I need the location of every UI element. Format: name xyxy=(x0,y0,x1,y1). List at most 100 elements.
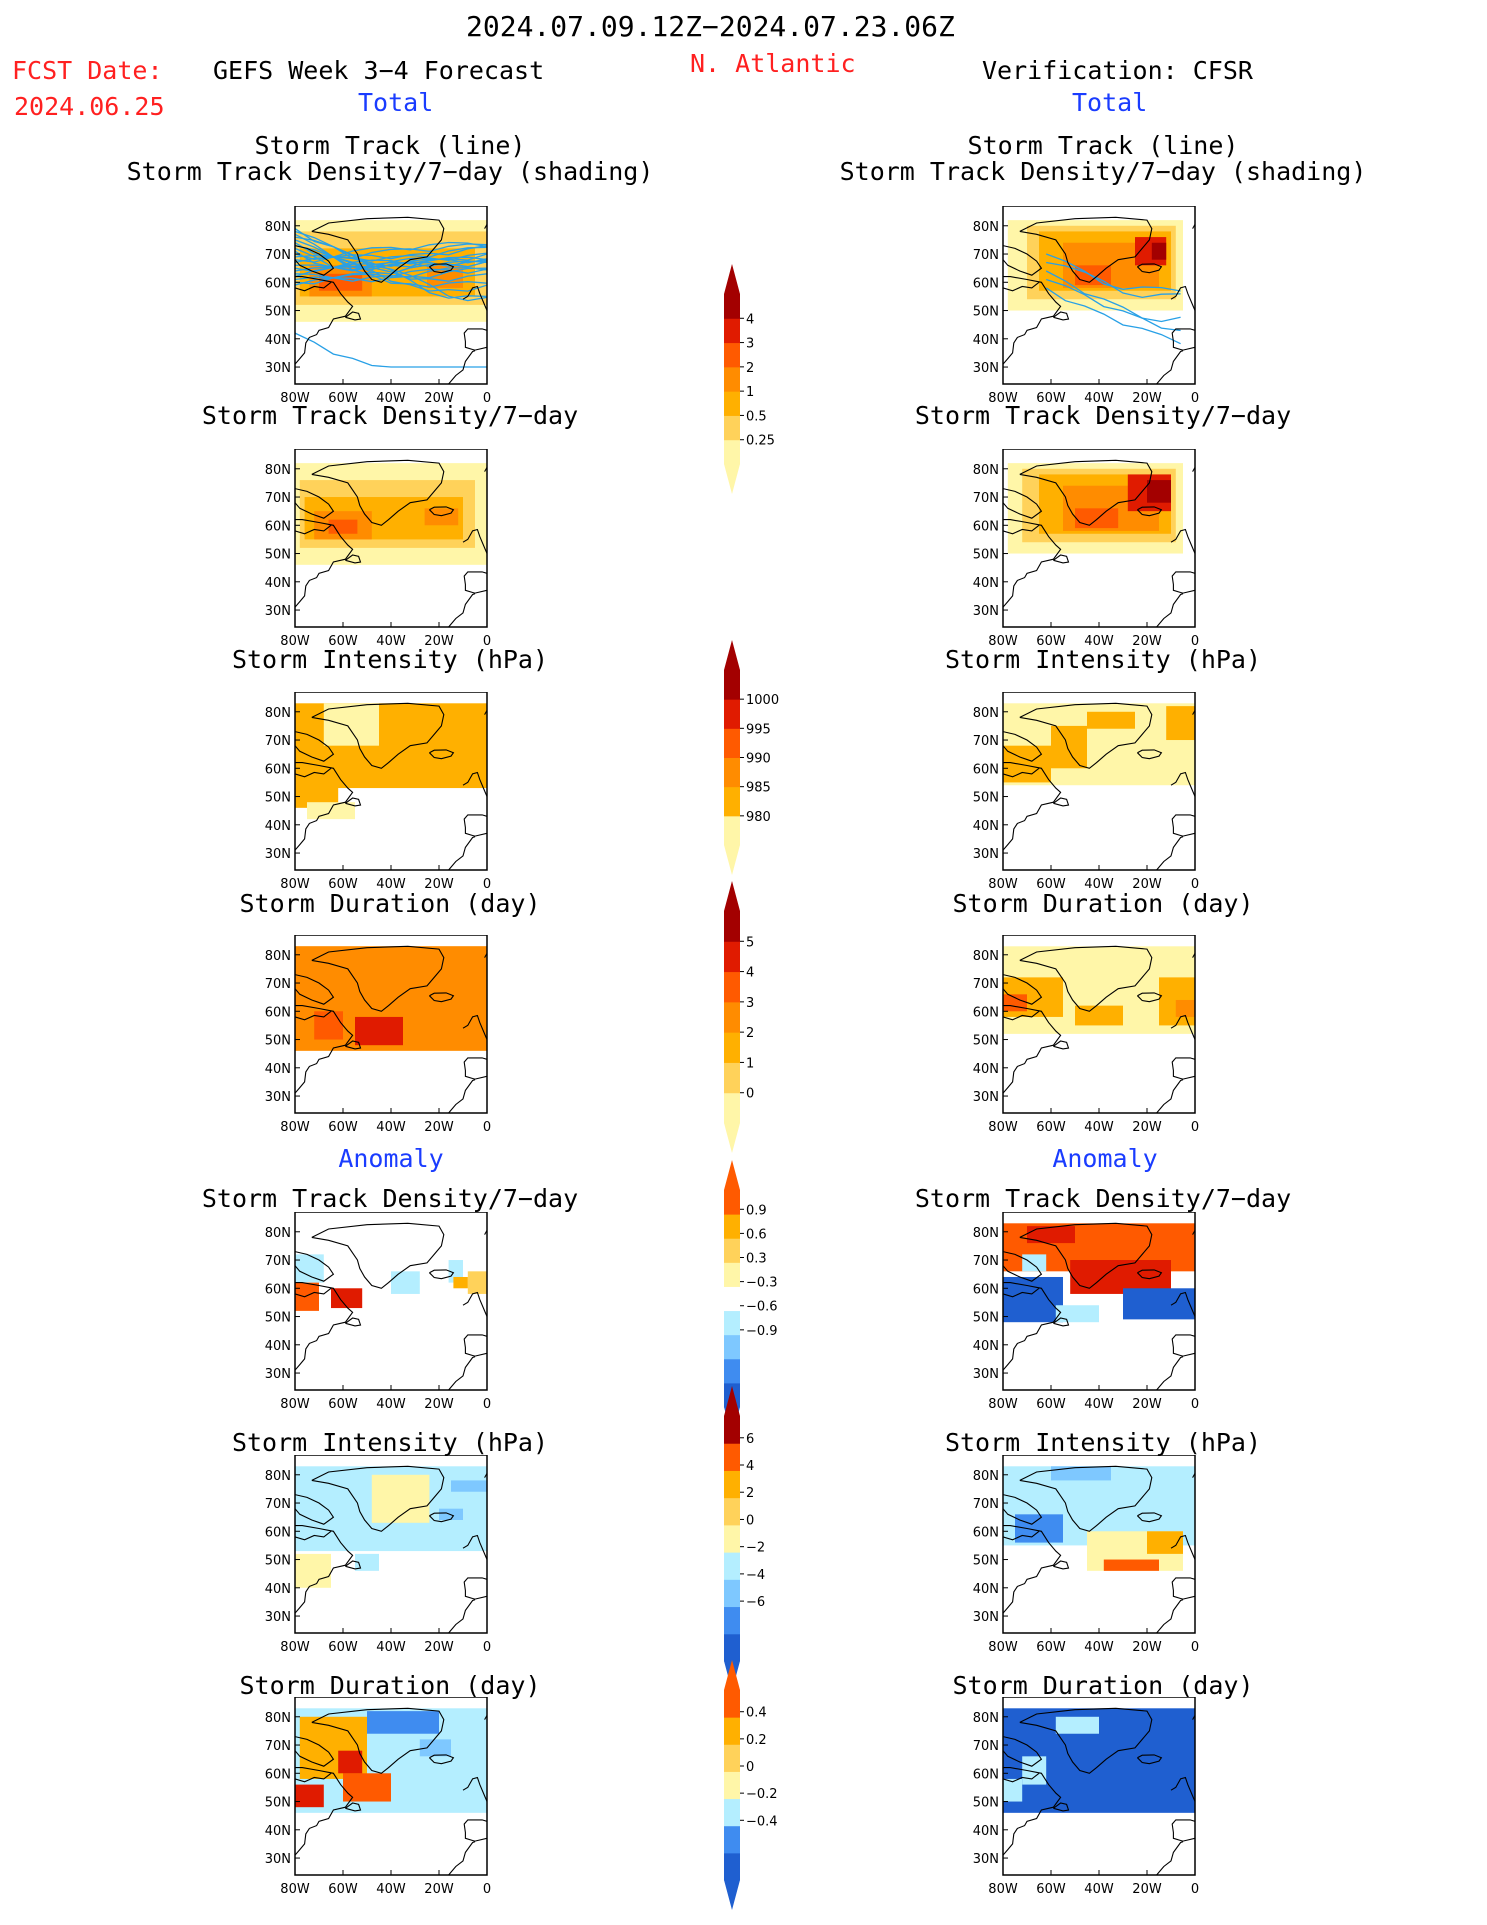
left-track-line-title: Storm Track (line) xyxy=(254,131,526,160)
lon-label: 20W xyxy=(1132,1120,1162,1135)
lon-label: 40W xyxy=(1084,1397,1114,1412)
lon-label: 40W xyxy=(1084,1640,1114,1655)
left-intensity-anom-title: Storm Intensity (hPa) xyxy=(231,1428,549,1457)
coastline xyxy=(295,1494,335,1525)
colorbar-label: −0.9 xyxy=(746,1324,778,1339)
colorbar-swatch xyxy=(724,971,740,1003)
lat-label: 80N xyxy=(265,1469,291,1484)
colorbar-swatch xyxy=(724,1524,740,1553)
coastline xyxy=(311,1465,445,1532)
lat-label: 60N xyxy=(973,1525,999,1540)
lat-label: 40N xyxy=(265,576,291,591)
coastline xyxy=(295,767,332,778)
colorbar-swatch xyxy=(724,1262,740,1287)
lat-label: 70N xyxy=(973,1254,999,1269)
lat-label: 80N xyxy=(973,1711,999,1726)
shading-cell xyxy=(1003,994,1027,1012)
lon-label: 80W xyxy=(280,877,310,892)
lat-label: 70N xyxy=(265,248,291,263)
coastline xyxy=(1137,263,1163,274)
coastline xyxy=(1137,1269,1163,1280)
colorbar-swatch xyxy=(724,1443,740,1471)
colorbar-label: 6 xyxy=(746,1432,754,1447)
lon-label: 20W xyxy=(424,877,454,892)
colorbar-label: 990 xyxy=(746,752,771,767)
shading-cell xyxy=(1055,1305,1099,1323)
duration-anom-colorbar: 0.4 0.2 0 −0.2 −0.4 xyxy=(724,1660,778,1910)
colorbar-label: 1 xyxy=(746,385,754,400)
colorbar-label: 0.2 xyxy=(746,1733,767,1748)
colorbar-label: 1000 xyxy=(746,693,779,708)
lon-label: 40W xyxy=(376,1640,406,1655)
coastline xyxy=(1171,1819,1195,1842)
shading-cell xyxy=(453,1276,468,1289)
colorbar-label: −2 xyxy=(746,1541,765,1556)
colorbar-label: 2 xyxy=(746,361,754,376)
coastline xyxy=(1003,1282,1062,1371)
coastline xyxy=(295,762,354,851)
coastline xyxy=(1053,1040,1070,1050)
lon-label: 20W xyxy=(424,1397,454,1412)
storm-track-line xyxy=(295,241,487,258)
lon-label: 0 xyxy=(1191,1640,1199,1655)
colorbar-label: 3 xyxy=(746,996,754,1011)
coastline xyxy=(463,1334,487,1357)
lat-label: 30N xyxy=(973,1090,999,1105)
colorbar-label: 4 xyxy=(746,312,754,327)
lat-label: 40N xyxy=(265,1582,291,1597)
coastline xyxy=(447,593,476,627)
colorbar-max-arrow xyxy=(724,1386,740,1416)
lon-label: 0 xyxy=(1191,391,1199,406)
coastline xyxy=(1003,1010,1040,1021)
coastline xyxy=(1170,771,1195,797)
shading-cell xyxy=(355,1553,379,1571)
lon-label: 60W xyxy=(1036,634,1066,649)
colorbar-swatch xyxy=(724,1032,740,1063)
coastline xyxy=(1170,1291,1195,1317)
colorbar-swatch xyxy=(724,1633,740,1662)
lat-label: 70N xyxy=(973,248,999,263)
coastline xyxy=(463,1577,487,1600)
coastline xyxy=(1003,245,1043,276)
shading-cell xyxy=(331,1288,363,1309)
coastline xyxy=(295,1736,335,1767)
lat-label: 50N xyxy=(973,305,999,320)
coastline xyxy=(311,216,445,283)
fcst-date-value: 2024.06.25 xyxy=(14,92,165,121)
lon-label: 60W xyxy=(328,1397,358,1412)
cfsr-intensity-anom-map: 80N 70N 60N 50N 40N 30N 80W 60W 40W 20W 0 xyxy=(973,1455,1199,1655)
lon-label: 40W xyxy=(376,634,406,649)
colorbar-label: 0.6 xyxy=(746,1227,767,1242)
coastline xyxy=(295,1282,354,1371)
coastline xyxy=(345,554,362,564)
coastline xyxy=(295,1772,332,1783)
lon-label: 40W xyxy=(1084,1120,1114,1135)
right-track-shading-title: Storm Track Density/7−day (shading) xyxy=(839,157,1367,186)
coastline xyxy=(447,836,476,870)
coastline xyxy=(311,1222,445,1289)
colorbar-swatch xyxy=(724,1470,740,1499)
colorbar-swatch xyxy=(724,415,740,441)
shading-cell xyxy=(295,1784,324,1808)
colorbar-max-arrow xyxy=(724,640,740,670)
coastline xyxy=(1155,836,1184,870)
lon-label: 0 xyxy=(1191,1120,1199,1135)
colorbar-swatch xyxy=(724,815,740,846)
colorbar-swatch xyxy=(724,294,740,319)
coastline xyxy=(1003,1251,1043,1282)
lon-label: 20W xyxy=(1132,391,1162,406)
lat-label: 80N xyxy=(973,220,999,235)
coastline xyxy=(1053,797,1070,807)
lat-label: 70N xyxy=(973,734,999,749)
lat-label: 50N xyxy=(973,1796,999,1811)
coastline xyxy=(1053,1802,1070,1812)
coastline xyxy=(1003,974,1043,1005)
shading-cell xyxy=(295,1553,331,1588)
shading-cell xyxy=(1051,1466,1111,1481)
coastline xyxy=(1003,519,1062,608)
coastline xyxy=(462,1014,487,1040)
colorbar-swatch xyxy=(724,757,740,788)
coastline xyxy=(1170,528,1195,554)
lon-label: 60W xyxy=(1036,391,1066,406)
colorbar-max-arrow xyxy=(724,881,740,911)
